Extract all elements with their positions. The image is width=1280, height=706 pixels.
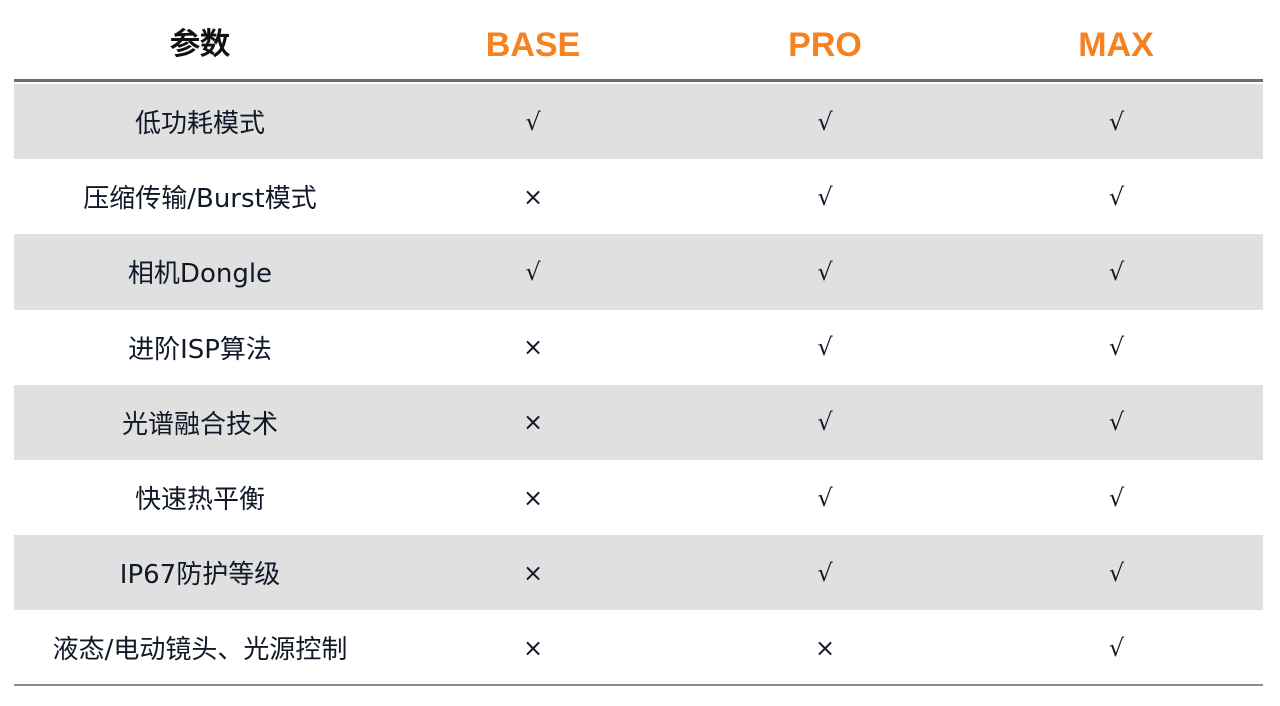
header-base: BASE (485, 26, 581, 64)
max-support-mark: √ (1108, 558, 1125, 587)
max-support-mark: √ (1108, 633, 1125, 662)
table-row: 液态/电动镜头、光源控制 × × √ (14, 610, 1263, 685)
pro-support-mark: √ (817, 558, 833, 587)
header-pro: PRO (788, 26, 862, 64)
row-label: 进阶ISP算法 (128, 334, 272, 365)
max-support-mark: √ (1108, 107, 1125, 136)
row-label: 压缩传输/Burst模式 (83, 184, 317, 215)
base-support-mark: × (522, 483, 544, 512)
pro-support-mark: √ (817, 333, 833, 362)
table-row: 快速热平衡 × √ √ (14, 460, 1263, 535)
max-support-mark: √ (1108, 333, 1125, 362)
base-support-mark: × (522, 408, 544, 437)
pro-support-mark: × (814, 633, 836, 662)
max-support-mark: √ (1108, 408, 1125, 437)
row-label: 液态/电动镜头、光源控制 (52, 635, 348, 666)
base-support-mark: × (522, 182, 544, 211)
comparison-table: 低功耗模式 √ √ √ 压缩传输/Burst模式 × √ √ 相机Dongle √ √ √ 进阶ISP算… (14, 84, 1263, 686)
table-row: 压缩传输/Burst模式 × √ √ (14, 159, 1263, 234)
pro-support-mark: √ (817, 408, 833, 437)
max-support-mark: √ (1108, 182, 1125, 211)
table-row: 相机Dongle √ √ √ (14, 234, 1263, 310)
table-bottom-border (14, 684, 1263, 686)
base-support-mark: √ (525, 257, 541, 286)
table-row: 进阶ISP算法 × √ √ (14, 310, 1263, 385)
row-label: 相机Dongle (127, 259, 273, 290)
row-label: 低功耗模式 (134, 109, 265, 140)
row-label: 光谱融合技术 (121, 409, 278, 440)
base-support-mark: × (522, 558, 544, 587)
pro-support-mark: √ (817, 257, 833, 286)
base-support-mark: × (522, 633, 544, 662)
base-support-mark: √ (525, 107, 541, 136)
row-label: 快速热平衡 (134, 485, 265, 516)
table-row: IP67防护等级 × √ √ (14, 535, 1263, 611)
pro-support-mark: √ (817, 182, 833, 211)
pro-support-mark: √ (817, 483, 833, 512)
header-max: MAX (1078, 26, 1154, 64)
header-divider (14, 79, 1263, 82)
base-support-mark: × (522, 333, 544, 362)
table-row: 低功耗模式 √ √ √ (14, 84, 1263, 160)
pro-support-mark: √ (817, 107, 833, 136)
max-support-mark: √ (1108, 483, 1125, 512)
table-row: 光谱融合技术 × √ √ (14, 384, 1263, 460)
max-support-mark: √ (1108, 257, 1125, 286)
row-label: IP67防护等级 (119, 560, 281, 591)
header-param: 参数 (170, 27, 230, 62)
